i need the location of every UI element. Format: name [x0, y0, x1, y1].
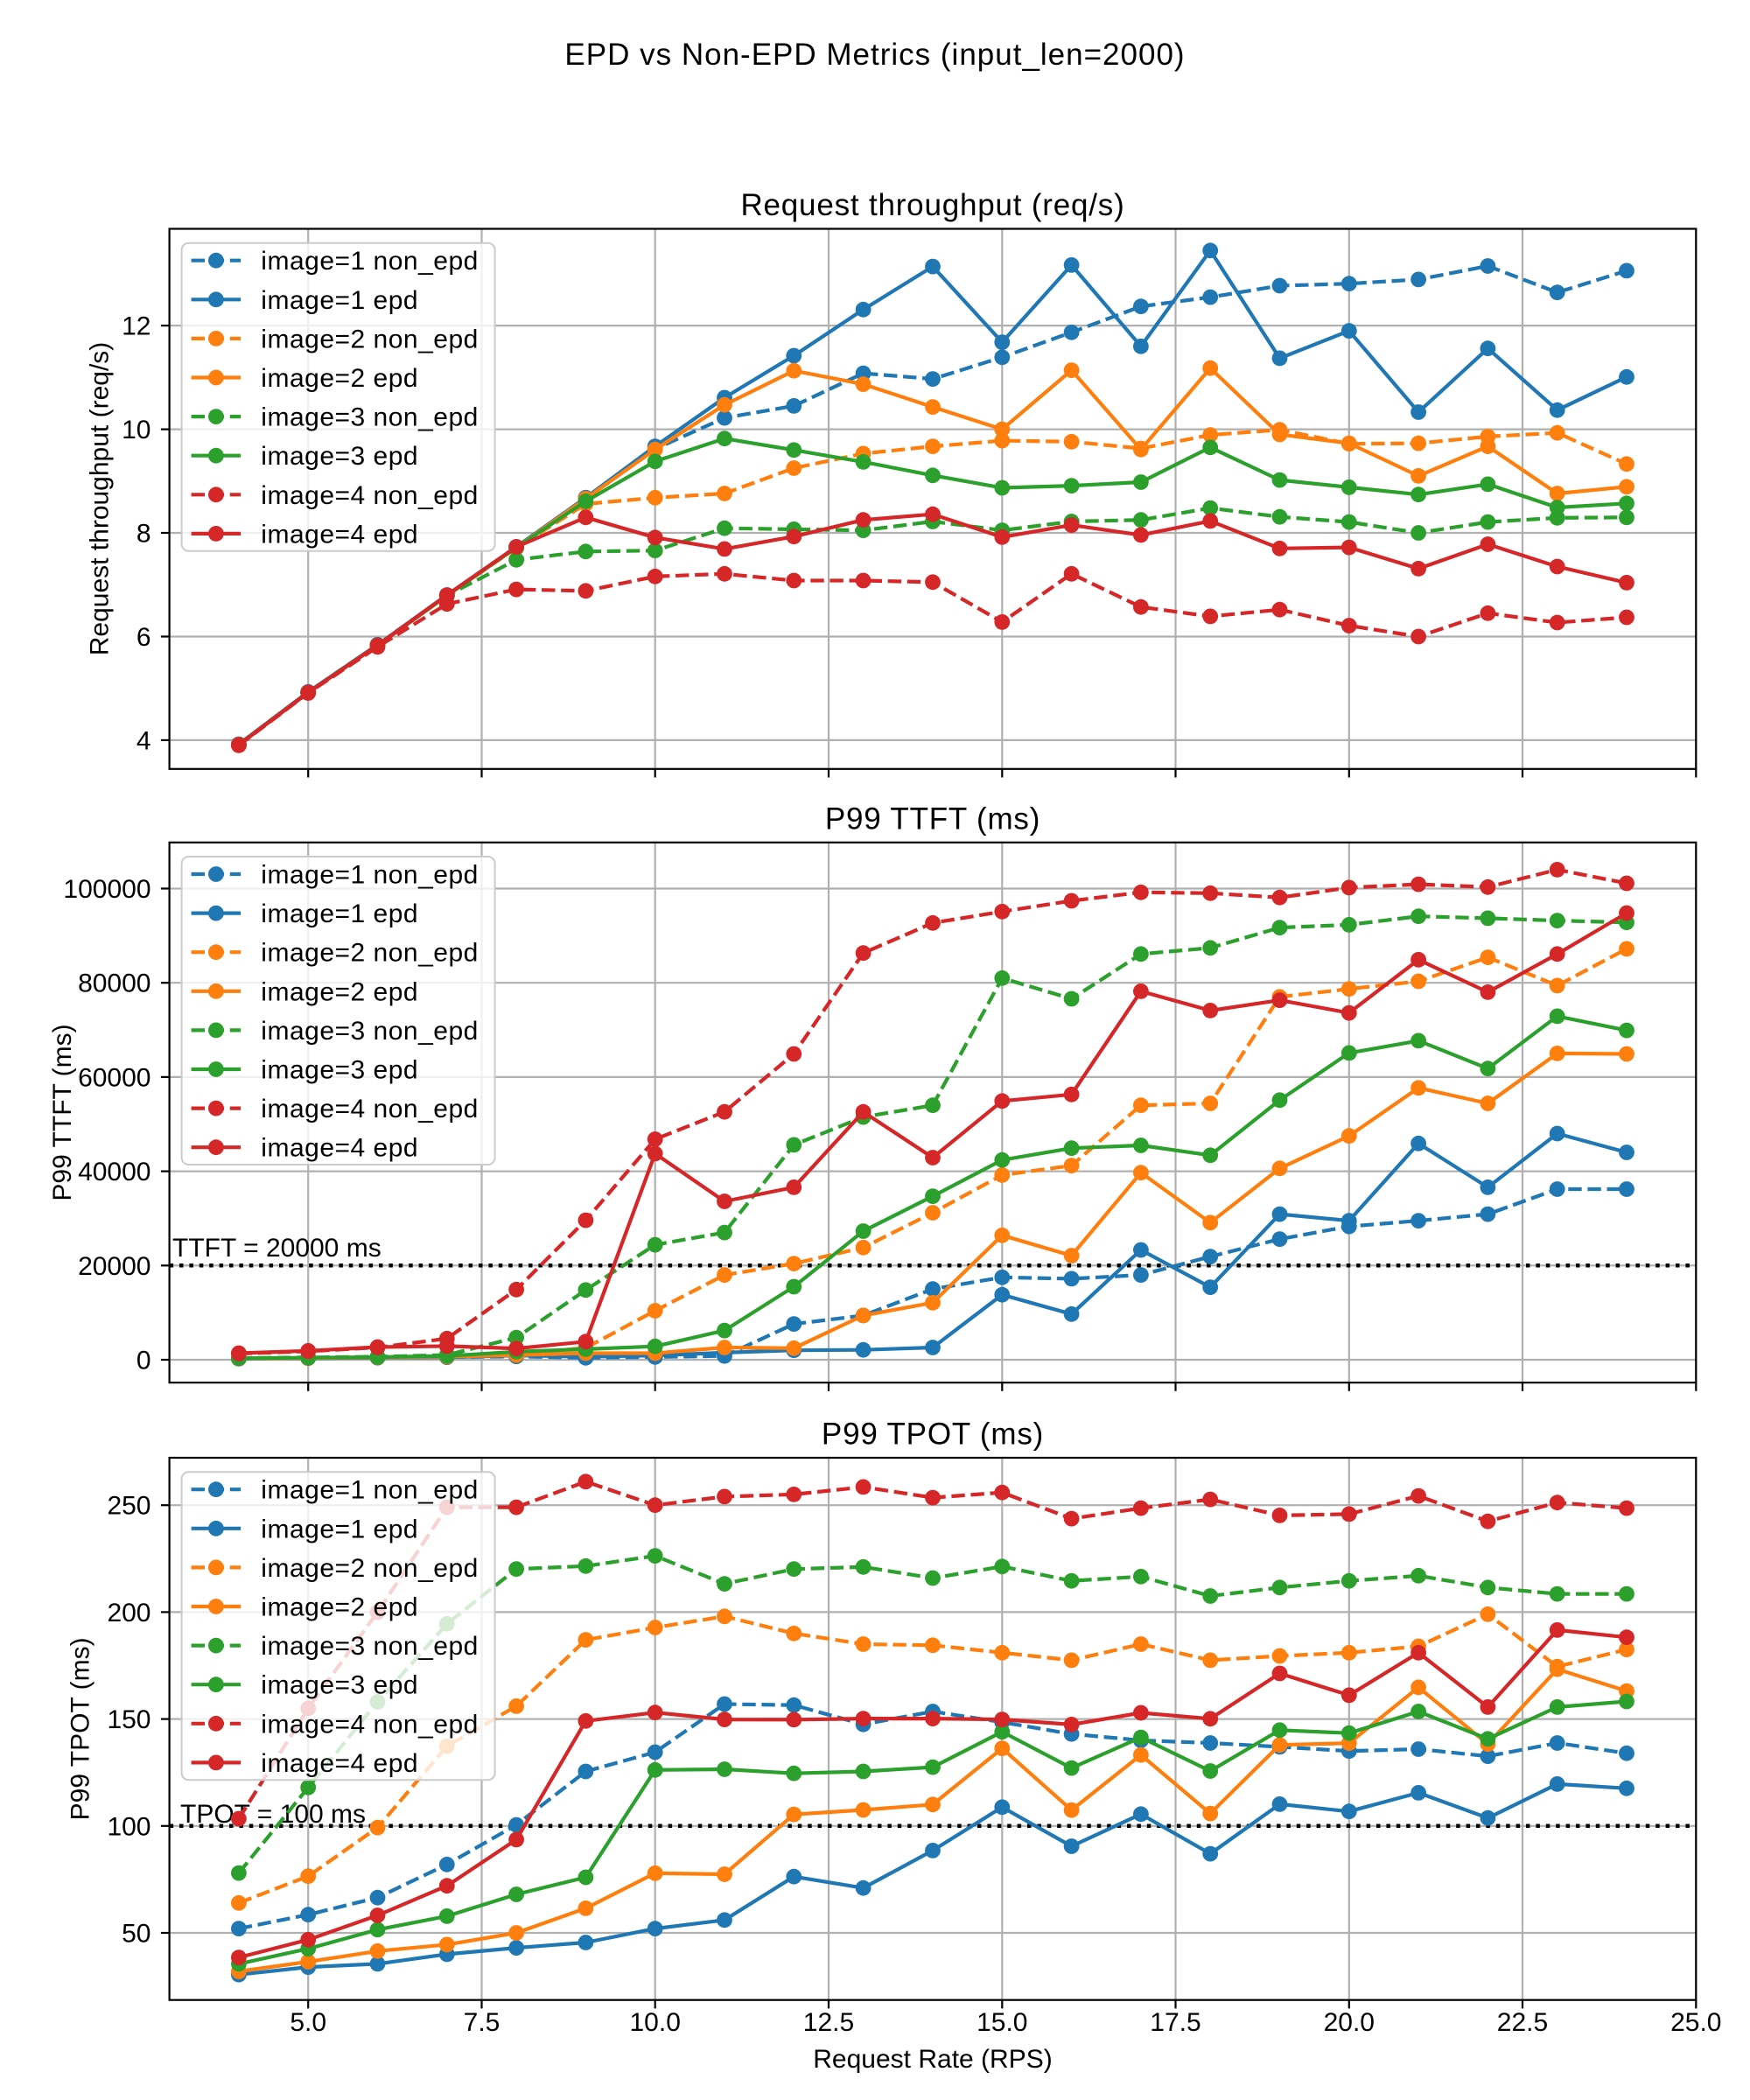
svg-text:50: 50	[122, 1920, 150, 1949]
svg-text:25.0: 25.0	[1670, 2008, 1721, 2037]
svg-text:Request throughput (req/s): Request throughput (req/s)	[86, 342, 115, 656]
svg-text:4: 4	[136, 726, 151, 755]
svg-text:image=2 epd: image=2 epd	[261, 1593, 418, 1622]
svg-text:image=1 epd: image=1 epd	[261, 900, 418, 928]
svg-text:image=1 non_epd: image=1 non_epd	[261, 247, 479, 276]
svg-text:12: 12	[122, 312, 150, 341]
svg-text:200: 200	[107, 1599, 150, 1628]
svg-text:0: 0	[136, 1347, 151, 1376]
svg-text:22.5: 22.5	[1497, 2008, 1548, 2037]
svg-text:image=1 epd: image=1 epd	[261, 1515, 418, 1544]
svg-text:20000: 20000	[78, 1252, 150, 1281]
svg-text:TTFT = 20000 ms: TTFT = 20000 ms	[172, 1234, 382, 1263]
svg-text:P99 TTFT (ms): P99 TTFT (ms)	[48, 1024, 77, 1200]
svg-text:image=2 non_epd: image=2 non_epd	[261, 325, 479, 354]
svg-text:image=4 epd: image=4 epd	[261, 520, 418, 549]
svg-text:image=2 non_epd: image=2 non_epd	[261, 939, 479, 968]
svg-text:10.0: 10.0	[630, 2008, 681, 2037]
svg-text:80000: 80000	[78, 970, 150, 998]
svg-text:TPOT = 100 ms: TPOT = 100 ms	[180, 1800, 366, 1829]
svg-text:100: 100	[107, 1812, 150, 1841]
svg-text:image=4 epd: image=4 epd	[261, 1134, 418, 1163]
svg-text:image=4 non_epd: image=4 non_epd	[261, 1710, 479, 1739]
svg-text:image=2 epd: image=2 epd	[261, 977, 418, 1006]
svg-text:image=3 epd: image=3 epd	[261, 442, 418, 471]
svg-text:Request Rate (RPS): Request Rate (RPS)	[813, 2045, 1052, 2074]
svg-text:Request throughput (req/s): Request throughput (req/s)	[740, 188, 1124, 222]
svg-text:P99 TPOT (ms): P99 TPOT (ms)	[822, 1418, 1044, 1452]
svg-text:image=1 epd: image=1 epd	[261, 286, 418, 315]
svg-text:image=4 non_epd: image=4 non_epd	[261, 481, 479, 510]
svg-text:17.5: 17.5	[1150, 2008, 1200, 2037]
svg-text:15.0: 15.0	[976, 2008, 1027, 2037]
svg-text:10: 10	[122, 416, 150, 444]
svg-text:5.0: 5.0	[290, 2008, 326, 2037]
svg-text:P99 TPOT (ms): P99 TPOT (ms)	[66, 1637, 95, 1820]
svg-text:image=3 epd: image=3 epd	[261, 1056, 418, 1085]
svg-text:image=1 non_epd: image=1 non_epd	[261, 861, 479, 890]
svg-text:6: 6	[136, 623, 151, 652]
svg-text:EPD vs Non-EPD Metrics (input_: EPD vs Non-EPD Metrics (input_len=2000)	[564, 38, 1185, 72]
svg-text:image=2 non_epd: image=2 non_epd	[261, 1554, 479, 1583]
svg-text:image=4 epd: image=4 epd	[261, 1749, 418, 1778]
svg-text:image=3 non_epd: image=3 non_epd	[261, 1632, 479, 1661]
svg-text:image=3 epd: image=3 epd	[261, 1671, 418, 1700]
svg-text:image=1 non_epd: image=1 non_epd	[261, 1476, 479, 1505]
svg-text:100000: 100000	[63, 875, 150, 904]
svg-text:150: 150	[107, 1705, 150, 1734]
svg-text:image=3 non_epd: image=3 non_epd	[261, 1017, 479, 1046]
svg-text:image=4 non_epd: image=4 non_epd	[261, 1095, 479, 1124]
svg-text:12.5: 12.5	[803, 2008, 854, 2037]
svg-text:image=2 epd: image=2 epd	[261, 364, 418, 393]
svg-text:60000: 60000	[78, 1063, 150, 1092]
svg-text:40000: 40000	[78, 1158, 150, 1186]
svg-text:P99 TTFT (ms): P99 TTFT (ms)	[825, 802, 1040, 836]
svg-text:250: 250	[107, 1492, 150, 1521]
svg-text:8: 8	[136, 520, 151, 549]
svg-text:20.0: 20.0	[1324, 2008, 1375, 2037]
svg-text:image=3 non_epd: image=3 non_epd	[261, 403, 479, 432]
svg-text:7.5: 7.5	[464, 2008, 500, 2037]
